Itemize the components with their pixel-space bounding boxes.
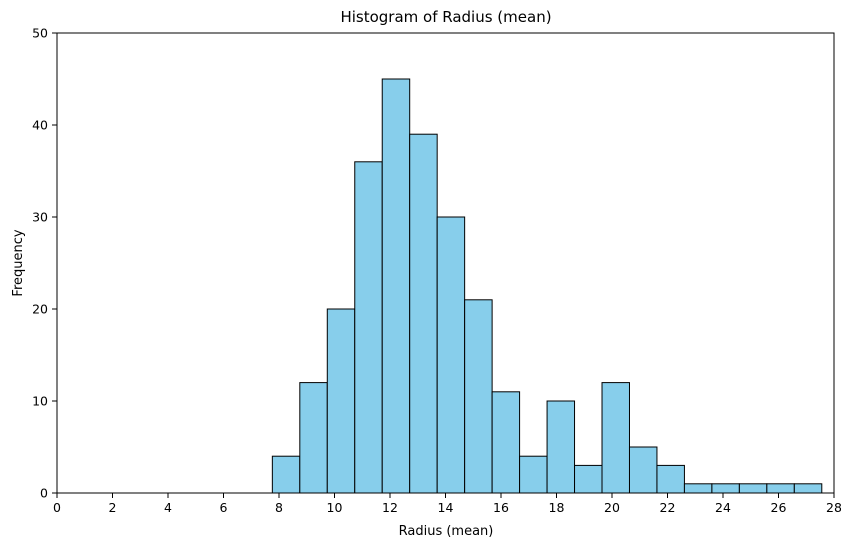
y-tick-label: 0: [40, 486, 48, 501]
x-axis-ticks: 0 2 4 6 8 10 12 14 16 18 20 22 24 26 28: [53, 493, 841, 515]
histogram-bar-8: [491, 391, 521, 494]
histogram-bar-13: [628, 446, 658, 494]
histogram-bar-6: [436, 216, 466, 494]
histogram-bar-9: [519, 455, 548, 494]
x-tick-label: 10: [327, 500, 343, 515]
x-tick-label: 28: [826, 500, 841, 515]
histogram-bar-16: [711, 483, 740, 494]
bars-group: [271, 78, 823, 494]
histogram-bar-11: [574, 464, 603, 494]
x-tick-label: 14: [438, 500, 454, 515]
histogram-bar-15: [683, 483, 713, 494]
x-tick-label: 6: [220, 500, 228, 515]
y-axis-title: Frequency: [11, 229, 26, 296]
histogram-bar-4: [381, 78, 411, 494]
x-tick-label: 0: [53, 500, 61, 515]
x-tick-label: 2: [109, 500, 117, 515]
histogram-bar-1: [299, 382, 328, 494]
plot-frame: [56, 32, 835, 494]
histogram-bar-5: [409, 133, 438, 494]
x-tick-label: 12: [382, 500, 398, 515]
y-tick-label: 40: [32, 118, 48, 133]
x-tick-label: 22: [660, 500, 676, 515]
x-tick-label: 8: [275, 500, 283, 515]
x-tick-label: 26: [771, 500, 787, 515]
x-tick-label: 20: [604, 500, 620, 515]
histogram-bar-14: [656, 464, 685, 494]
histogram-bar-10: [546, 400, 576, 494]
x-tick-label: 4: [164, 500, 172, 515]
histogram-bar-2: [326, 308, 356, 494]
x-tick-label: 18: [549, 500, 565, 515]
histogram-bar-19: [793, 483, 823, 494]
histogram-bar-7: [464, 299, 493, 494]
chart-title: Histogram of Radius (mean): [340, 8, 551, 26]
y-tick-label: 50: [32, 26, 48, 41]
histogram-bar-18: [766, 483, 795, 494]
x-tick-label: 16: [493, 500, 509, 515]
histogram-bar-3: [354, 161, 383, 494]
histogram-bar-17: [738, 483, 768, 494]
y-tick-label: 20: [32, 302, 48, 317]
histogram-bar-0: [271, 455, 301, 494]
histogram-bar-12: [601, 382, 630, 494]
y-tick-label: 30: [32, 210, 48, 225]
x-tick-label: 24: [715, 500, 731, 515]
y-tick-label: 10: [32, 394, 48, 409]
x-axis-title: Radius (mean): [399, 524, 494, 539]
y-axis-ticks: 0 10 20 30 40 50: [32, 26, 57, 501]
